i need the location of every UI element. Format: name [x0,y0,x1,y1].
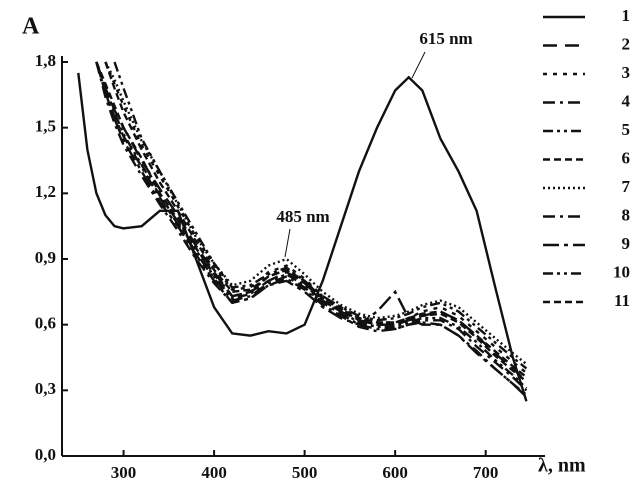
panel-label: A [22,14,40,40]
legend-label: 2 [622,34,631,53]
annotation-leader [284,228,291,258]
y-tick-label: 0,3 [35,379,56,398]
y-tick-label: 1,8 [35,51,56,70]
y-tick-label: 0,0 [35,445,56,464]
y-tick-label: 1,5 [35,117,56,136]
series-line [104,61,528,366]
y-tick-label: 0,9 [35,248,56,267]
legend-label: 1 [622,6,631,25]
annotation: 615 nm [419,29,472,48]
legend-label: 10 [613,262,630,281]
legend-label: 3 [622,63,631,82]
x-tick-label: 600 [382,463,408,482]
x-tick-label: 300 [111,463,137,482]
legend-label: 4 [622,91,631,110]
legend-label: 11 [614,291,630,310]
series-line [77,72,528,402]
x-tick-label: 400 [201,463,227,482]
series-line [95,61,528,398]
series-line [95,61,528,392]
legend-label: 9 [622,234,631,253]
legend-label: 6 [622,148,631,167]
x-axis-label: λ, nm [538,455,586,477]
annotation-leader [411,51,426,79]
legend-label: 7 [622,177,631,196]
series-line [95,61,528,396]
legend-label: 8 [622,205,631,224]
annotation: 485 nm [276,207,329,226]
series-line [104,61,528,374]
series-line [95,61,528,383]
series-line [113,61,528,370]
x-tick-label: 500 [292,463,318,482]
x-tick-label: 700 [473,463,499,482]
y-tick-label: 0,6 [35,314,56,333]
series-line [95,61,528,390]
series-line [104,61,528,379]
y-tick-label: 1,2 [35,182,56,201]
legend-label: 5 [622,120,631,139]
